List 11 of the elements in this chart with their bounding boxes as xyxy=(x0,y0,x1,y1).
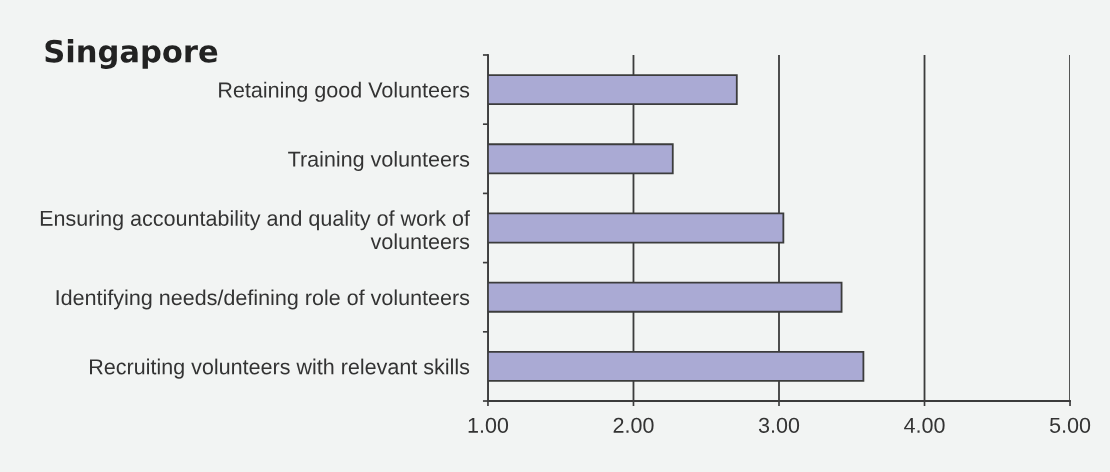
y-tick-label: Recruiting volunteers with relevant skills xyxy=(90,358,470,379)
x-tick-label: 4.00 xyxy=(904,417,945,433)
text: Singapore xyxy=(45,39,218,69)
x-tick-label: 3.00 xyxy=(758,417,800,433)
x-tick-label: 1.00 xyxy=(468,417,509,433)
y-tick-label: Ensuring accountability and quality of work of volunteers xyxy=(40,210,470,250)
y-tick-label: Training volunteers xyxy=(288,150,470,172)
y-tick-label: Identifying needs/defining role of volunteers xyxy=(56,289,470,310)
y-tick-label: Retaining good Volunteers xyxy=(219,81,470,102)
x-tick-label: 5.00 xyxy=(1049,417,1091,433)
x-tick-label: 2.00 xyxy=(613,417,654,433)
